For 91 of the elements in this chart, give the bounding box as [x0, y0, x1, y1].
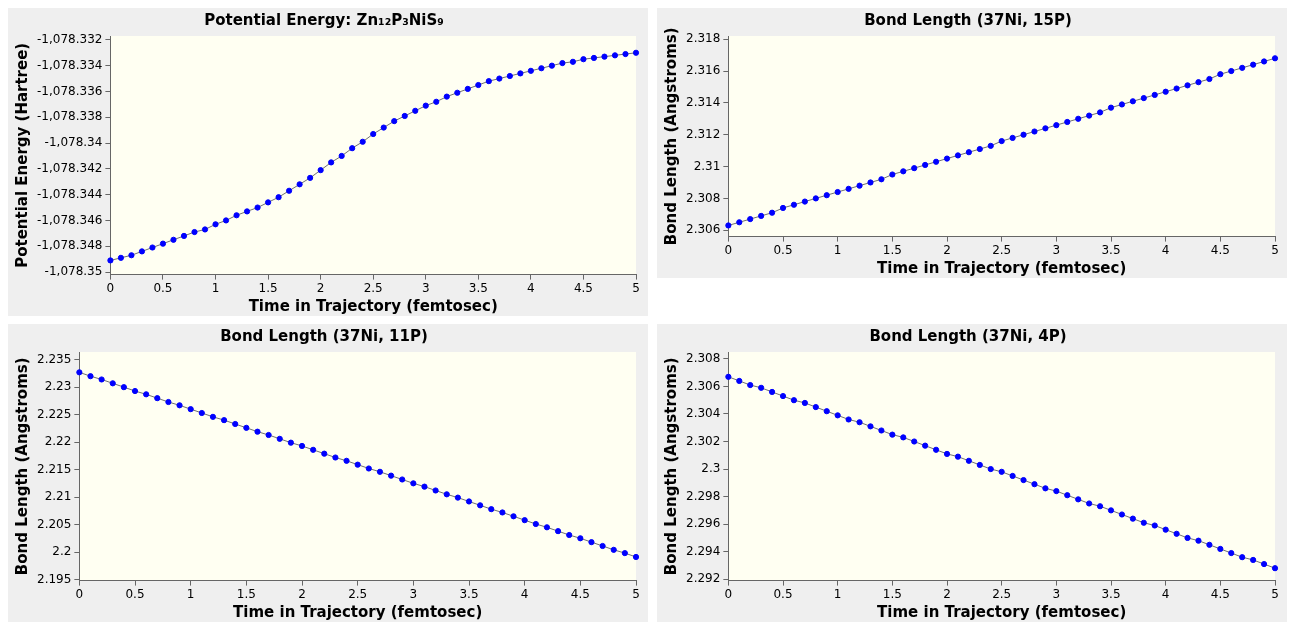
y-tick-label: -1,078.346: [37, 212, 103, 227]
y-axis-title: Potential Energy (Hartree): [12, 42, 31, 268]
x-tick-label: 0.5: [773, 586, 793, 601]
y-axis-title: Bond Length (Angstroms): [12, 357, 31, 576]
y-tick-label: 2.302: [685, 433, 721, 448]
x-tick-label: 4: [1161, 242, 1170, 257]
y-tick-label: 2.21: [44, 489, 72, 504]
x-tick-label: 5: [1271, 586, 1279, 601]
x-tick-label: 0: [724, 242, 733, 257]
x-axis-title: Time in Trajectory (femtosec): [248, 296, 498, 315]
x-tick-label: 2: [298, 586, 306, 601]
x-tick-label: 1.5: [236, 586, 256, 601]
chart-title: Potential Energy: Zn₁₂P₃NiS₉: [204, 10, 444, 29]
x-tick-label: 5: [632, 280, 640, 295]
y-tick-label: 2.312: [685, 126, 721, 141]
chart-title: Bond Length (37Ni, 11P): [220, 326, 428, 345]
x-axis-title: Time in Trajectory (femtosec): [877, 602, 1127, 621]
y-tick-label: 2.225: [36, 406, 72, 421]
x-tick-label: 1: [186, 586, 195, 601]
y-tick-label: 2.318: [685, 31, 721, 46]
x-tick-label: 3.5: [1101, 242, 1121, 257]
y-tick-label: 2.195: [36, 571, 72, 586]
x-tick-label: 1: [833, 242, 842, 257]
x-tick-label: 4.5: [1210, 586, 1230, 601]
y-tick-label: 2.23: [44, 379, 72, 394]
chart-title: Bond Length (37Ni, 4P): [869, 326, 1067, 345]
x-tick-label: 3.5: [468, 280, 488, 295]
y-tick-label: -1,078.348: [37, 238, 103, 253]
x-tick-label: 4: [1161, 586, 1170, 601]
y-tick-label: 2.308: [685, 351, 721, 366]
y-tick-label: 2.306: [685, 378, 721, 393]
y-tick-label: 2.316: [685, 63, 721, 78]
y-tick-label: -1,078.332: [37, 31, 103, 46]
y-tick-label: 2.298: [685, 488, 721, 503]
y-tick-label: 2.304: [685, 406, 721, 421]
x-tick-label: 0.5: [125, 586, 145, 601]
x-tick-label: 3: [409, 586, 418, 601]
x-tick-label: 3.5: [1101, 586, 1121, 601]
x-tick-label: 3: [1052, 586, 1061, 601]
y-tick-label: 2.296: [685, 516, 721, 531]
y-tick-label: -1,078.334: [37, 57, 103, 72]
y-axis-title: Bond Length (Angstroms): [661, 27, 680, 246]
y-tick-label: 2.3: [701, 461, 721, 476]
x-tick-label: 1.5: [882, 586, 902, 601]
x-tick-label: 2.5: [348, 586, 368, 601]
y-tick-label: 2.235: [36, 351, 72, 366]
y-tick-label: -1,078.34: [44, 135, 103, 150]
x-tick-label: 0: [75, 586, 84, 601]
x-tick-label: 0: [106, 280, 115, 295]
y-tick-label: 2.306: [685, 222, 721, 237]
x-axis-title: Time in Trajectory (femtosec): [877, 258, 1127, 277]
y-tick-label: -1,078.342: [37, 160, 103, 175]
x-tick-label: 2.5: [992, 586, 1012, 601]
x-tick-label: 5: [632, 586, 640, 601]
y-tick-label: -1,078.336: [37, 83, 103, 98]
x-tick-label: 1: [211, 280, 220, 295]
x-tick-label: 3.5: [459, 586, 479, 601]
y-tick-label: 2.292: [685, 571, 721, 586]
x-tick-label: 1.5: [258, 280, 278, 295]
y-tick-label: 2.215: [36, 461, 72, 476]
y-tick-label: 2.2: [52, 544, 72, 559]
x-tick-label: 2: [943, 586, 951, 601]
x-tick-label: 4: [527, 280, 535, 295]
x-tick-label: 5: [1271, 242, 1279, 257]
y-tick-label: 2.205: [36, 516, 72, 531]
y-tick-label: 2.31: [693, 158, 721, 173]
x-tick-label: 2: [316, 280, 325, 295]
chart-title: Bond Length (37Ni, 15P): [864, 10, 1072, 29]
x-tick-label: 4.5: [1210, 242, 1230, 257]
y-tick-label: 2.308: [685, 190, 721, 205]
y-tick-label: -1,078.344: [37, 186, 103, 201]
x-tick-label: 3: [421, 280, 430, 295]
y-tick-label: 2.22: [44, 434, 72, 449]
x-tick-label: 2.5: [992, 242, 1012, 257]
x-axis-title: Time in Trajectory (femtosec): [233, 602, 483, 621]
x-tick-label: 4.5: [573, 280, 593, 295]
y-tick-label: 2.294: [685, 543, 721, 558]
x-tick-label: 3: [1052, 242, 1061, 257]
x-tick-label: 2: [943, 242, 951, 257]
x-tick-label: 4.5: [570, 586, 590, 601]
x-tick-label: 4: [520, 586, 529, 601]
x-tick-label: 1: [833, 586, 842, 601]
x-tick-label: 0.5: [773, 242, 793, 257]
y-tick-label: -1,078.338: [37, 109, 103, 124]
x-tick-label: 0: [724, 586, 733, 601]
x-tick-label: 0.5: [153, 280, 173, 295]
x-tick-label: 1.5: [882, 242, 902, 257]
y-tick-label: 2.314: [685, 94, 721, 109]
x-tick-label: 2.5: [363, 280, 383, 295]
y-tick-label: -1,078.35: [44, 264, 103, 279]
y-axis-title: Bond Length (Angstroms): [661, 357, 680, 576]
